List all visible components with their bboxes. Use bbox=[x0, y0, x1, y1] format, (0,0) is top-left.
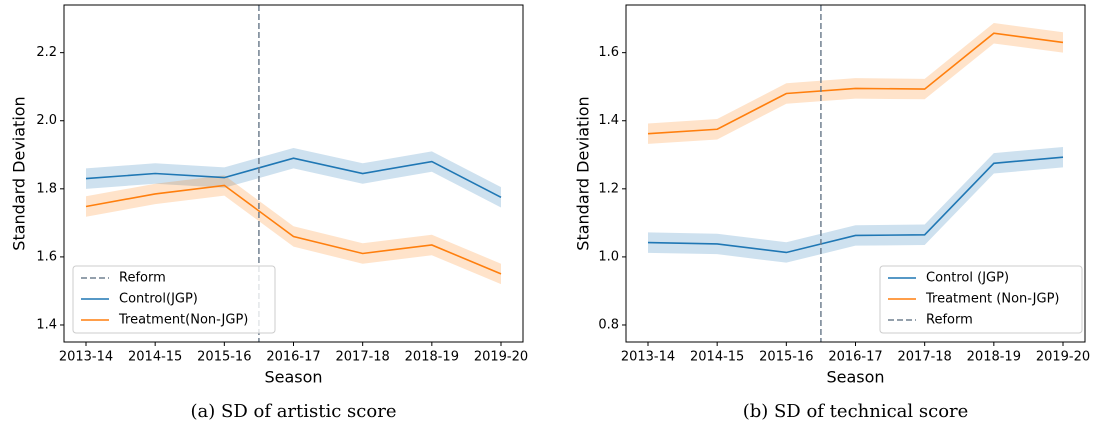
series-line bbox=[85, 184, 502, 275]
legend-label: Treatment(Non-JGP) bbox=[118, 313, 248, 328]
x-tick-label: 2014-15 bbox=[128, 350, 182, 365]
legend-label: Reform bbox=[926, 313, 973, 328]
caption: (b) SD of technical score bbox=[743, 401, 969, 422]
y-tick-label: 1.4 bbox=[598, 113, 619, 128]
caption: (a) SD of artistic score bbox=[191, 401, 397, 422]
x-tick-label: 2018-19 bbox=[967, 350, 1021, 365]
y-tick-label: 1.6 bbox=[36, 249, 57, 264]
x-tick-label: 2016-17 bbox=[828, 350, 882, 365]
x-tick-label: 2017-18 bbox=[898, 350, 952, 365]
legend-label: Control (JGP) bbox=[926, 271, 1009, 286]
y-tick-label: 2.2 bbox=[36, 45, 57, 60]
legend-label: Control(JGP) bbox=[119, 292, 198, 307]
x-tick-label: 2015-16 bbox=[759, 350, 813, 365]
confidence-band bbox=[648, 146, 1063, 263]
x-tick-label: 2015-16 bbox=[197, 350, 251, 365]
x-axis-label: Season bbox=[264, 368, 322, 387]
y-tick-label: 1.2 bbox=[598, 181, 619, 196]
legend-label: Treatment (Non-JGP) bbox=[925, 292, 1060, 307]
x-tick-label: 2018-19 bbox=[405, 350, 459, 365]
y-tick-label: 2.0 bbox=[36, 113, 57, 128]
x-axis-label: Season bbox=[826, 368, 884, 387]
y-axis-label: Standard Deviation bbox=[574, 96, 593, 250]
legend-box bbox=[879, 265, 1083, 334]
series-line bbox=[647, 32, 1064, 135]
confidence-band bbox=[86, 147, 501, 208]
confidence-band bbox=[86, 175, 501, 285]
x-tick-label: 2019-20 bbox=[1036, 350, 1090, 365]
y-tick-label: 1.4 bbox=[36, 317, 57, 332]
x-tick-label: 2013-14 bbox=[59, 350, 113, 365]
series-line bbox=[85, 157, 502, 199]
x-tick-label: 2016-17 bbox=[266, 350, 320, 365]
y-axis-label: Standard Deviation bbox=[10, 96, 29, 250]
x-tick-label: 2014-15 bbox=[690, 350, 744, 365]
x-tick-label: 2019-20 bbox=[474, 350, 528, 365]
confidence-band bbox=[648, 23, 1063, 144]
y-tick-label: 1.6 bbox=[598, 45, 619, 60]
legend-box bbox=[72, 265, 276, 334]
x-tick-label: 2017-18 bbox=[336, 350, 390, 365]
y-tick-label: 1.0 bbox=[598, 249, 619, 264]
y-tick-label: 0.8 bbox=[598, 317, 619, 332]
series-line bbox=[647, 156, 1064, 254]
y-tick-label: 1.8 bbox=[36, 181, 57, 196]
x-tick-label: 2013-14 bbox=[621, 350, 675, 365]
legend-label: Reform bbox=[119, 271, 166, 286]
